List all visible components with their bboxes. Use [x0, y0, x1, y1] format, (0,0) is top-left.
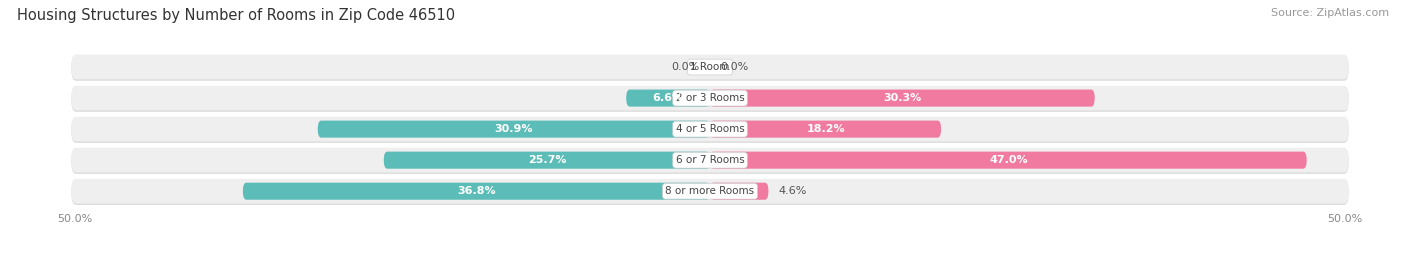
Text: 2 or 3 Rooms: 2 or 3 Rooms [676, 93, 744, 103]
FancyBboxPatch shape [72, 86, 1348, 111]
Text: 0.0%: 0.0% [672, 62, 700, 72]
FancyBboxPatch shape [710, 152, 1306, 169]
Text: 30.9%: 30.9% [495, 124, 533, 134]
FancyBboxPatch shape [710, 90, 1095, 107]
Text: 4 or 5 Rooms: 4 or 5 Rooms [676, 124, 744, 134]
FancyBboxPatch shape [72, 179, 1348, 205]
Text: Housing Structures by Number of Rooms in Zip Code 46510: Housing Structures by Number of Rooms in… [17, 8, 456, 23]
FancyBboxPatch shape [72, 179, 1348, 204]
Text: 47.0%: 47.0% [988, 155, 1028, 165]
Text: 0.0%: 0.0% [720, 62, 748, 72]
FancyBboxPatch shape [384, 152, 710, 169]
Text: 1 Room: 1 Room [690, 62, 730, 72]
Text: 4.6%: 4.6% [779, 186, 807, 196]
FancyBboxPatch shape [72, 117, 1348, 141]
FancyBboxPatch shape [72, 55, 1348, 79]
Text: 8 or more Rooms: 8 or more Rooms [665, 186, 755, 196]
Text: 36.8%: 36.8% [457, 186, 496, 196]
FancyBboxPatch shape [710, 183, 769, 200]
FancyBboxPatch shape [72, 148, 1348, 174]
FancyBboxPatch shape [72, 148, 1348, 173]
Text: 18.2%: 18.2% [806, 124, 845, 134]
FancyBboxPatch shape [72, 117, 1348, 143]
FancyBboxPatch shape [72, 55, 1348, 81]
FancyBboxPatch shape [243, 183, 710, 200]
Text: 30.3%: 30.3% [883, 93, 921, 103]
FancyBboxPatch shape [318, 121, 710, 138]
Text: 25.7%: 25.7% [527, 155, 567, 165]
FancyBboxPatch shape [72, 86, 1348, 112]
Text: 6.6%: 6.6% [652, 93, 683, 103]
FancyBboxPatch shape [626, 90, 710, 107]
Text: Source: ZipAtlas.com: Source: ZipAtlas.com [1271, 8, 1389, 18]
FancyBboxPatch shape [710, 121, 941, 138]
Text: 6 or 7 Rooms: 6 or 7 Rooms [676, 155, 744, 165]
